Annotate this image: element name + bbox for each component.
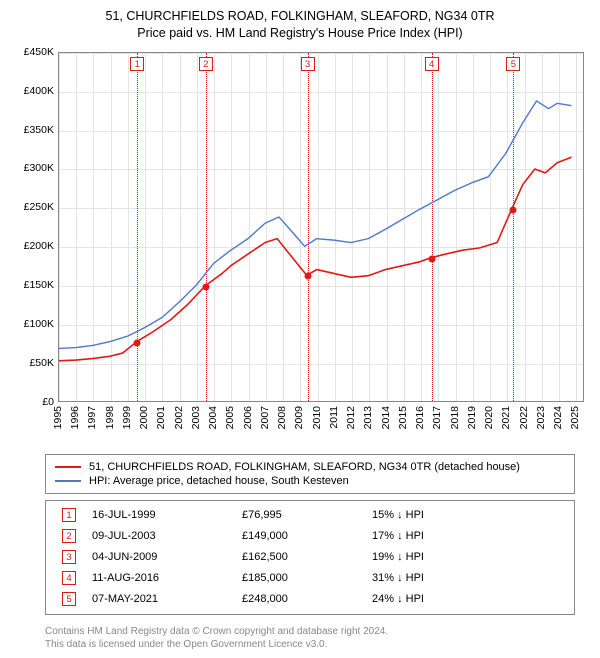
legend-label-prop: 51, CHURCHFIELDS ROAD, FOLKINGHAM, SLEAF… (89, 461, 520, 473)
chart-container: 51, CHURCHFIELDS ROAD, FOLKINGHAM, SLEAF… (0, 0, 600, 658)
sales-table: 1 16-JUL-1999£76,99515% ↓ HPI 2 09-JUL-2003… (45, 500, 575, 615)
xtick-label: 2003 (191, 406, 202, 429)
xtick-label: 2021 (501, 406, 512, 429)
sales-date: 16-JUL-1999 (92, 509, 242, 521)
sales-badge: 2 (62, 529, 76, 543)
xtick-label: 2004 (208, 406, 219, 429)
ytick-label: £100K (10, 319, 54, 330)
xtick-label: 2016 (415, 406, 426, 429)
xtick-label: 2010 (312, 406, 323, 429)
legend-swatch-hpi (55, 480, 81, 482)
ytick-label: £150K (10, 280, 54, 291)
xtick-label: 2024 (553, 406, 564, 429)
ytick-label: £450K (10, 47, 54, 58)
sales-row: 2 09-JUL-2003£149,00017% ↓ HPI (46, 526, 574, 547)
ytick-label: £250K (10, 202, 54, 213)
xtick-label: 2013 (363, 406, 374, 429)
xtick-label: 2015 (398, 406, 409, 429)
sales-date: 04-JUN-2009 (92, 551, 242, 563)
sales-delta: 17% ↓ HPI (372, 530, 532, 542)
sales-delta: 24% ↓ HPI (372, 593, 532, 605)
title-line-2: Price paid vs. HM Land Registry's House … (10, 25, 590, 42)
sales-price: £185,000 (242, 572, 372, 584)
xtick-label: 2006 (243, 406, 254, 429)
legend-box: 51, CHURCHFIELDS ROAD, FOLKINGHAM, SLEAF… (45, 454, 575, 494)
title-line-1: 51, CHURCHFIELDS ROAD, FOLKINGHAM, SLEAF… (10, 8, 590, 25)
plot-area: 12345 (58, 52, 584, 402)
sales-row: 4 11-AUG-2016£185,00031% ↓ HPI (46, 568, 574, 589)
xtick-label: 2023 (536, 406, 547, 429)
xtick-label: 2011 (329, 406, 340, 429)
sales-price: £248,000 (242, 593, 372, 605)
xtick-label: 2017 (432, 406, 443, 429)
xtick-label: 2009 (294, 406, 305, 429)
sales-row: 5 07-MAY-2021£248,00024% ↓ HPI (46, 589, 574, 610)
xtick-label: 2020 (484, 406, 495, 429)
sales-price: £76,995 (242, 509, 372, 521)
sales-badge: 3 (62, 550, 76, 564)
sales-price: £162,500 (242, 551, 372, 563)
sales-badge: 4 (62, 571, 76, 585)
ytick-label: £50K (10, 358, 54, 369)
series-lines (59, 53, 583, 401)
ytick-label: £400K (10, 86, 54, 97)
sales-date: 09-JUL-2003 (92, 530, 242, 542)
legend-swatch-prop (55, 466, 81, 468)
legend-row-hpi: HPI: Average price, detached house, Sout… (55, 474, 565, 488)
xtick-label: 1998 (105, 406, 116, 429)
xtick-label: 2005 (225, 406, 236, 429)
xtick-label: 2014 (381, 406, 392, 429)
xtick-label: 1996 (70, 406, 81, 429)
sales-delta: 31% ↓ HPI (372, 572, 532, 584)
chart-box: 12345 £0 £50K £100K £150K £200K £250K £300K £35… (10, 46, 590, 446)
ytick-label: £200K (10, 241, 54, 252)
sales-row: 1 16-JUL-1999£76,99515% ↓ HPI (46, 505, 574, 526)
title-block: 51, CHURCHFIELDS ROAD, FOLKINGHAM, SLEAF… (10, 8, 590, 42)
xtick-label: 2012 (346, 406, 357, 429)
xtick-label: 2018 (450, 406, 461, 429)
sales-date: 11-AUG-2016 (92, 572, 242, 584)
sales-delta: 15% ↓ HPI (372, 509, 532, 521)
xtick-label: 2008 (277, 406, 288, 429)
xtick-label: 2025 (570, 406, 581, 429)
xtick-label: 2000 (139, 406, 150, 429)
sales-date: 07-MAY-2021 (92, 593, 242, 605)
sales-badge: 1 (62, 508, 76, 522)
ytick-label: £0 (10, 397, 54, 408)
sales-badge: 5 (62, 592, 76, 606)
sales-delta: 19% ↓ HPI (372, 551, 532, 563)
footer-line-1: Contains HM Land Registry data © Crown c… (45, 625, 590, 639)
xtick-label: 1997 (87, 406, 98, 429)
xtick-label: 2007 (260, 406, 271, 429)
xtick-label: 1999 (122, 406, 133, 429)
ytick-label: £350K (10, 125, 54, 136)
ytick-label: £300K (10, 163, 54, 174)
xtick-label: 1995 (53, 406, 64, 429)
legend-label-hpi: HPI: Average price, detached house, Sout… (89, 475, 349, 487)
xtick-label: 2001 (156, 406, 167, 429)
xtick-label: 2022 (519, 406, 530, 429)
xtick-label: 2019 (467, 406, 478, 429)
xtick-label: 2002 (174, 406, 185, 429)
legend-row-prop: 51, CHURCHFIELDS ROAD, FOLKINGHAM, SLEAF… (55, 460, 565, 474)
sales-price: £149,000 (242, 530, 372, 542)
sales-row: 3 04-JUN-2009£162,50019% ↓ HPI (46, 547, 574, 568)
footer-note: Contains HM Land Registry data © Crown c… (45, 625, 590, 652)
